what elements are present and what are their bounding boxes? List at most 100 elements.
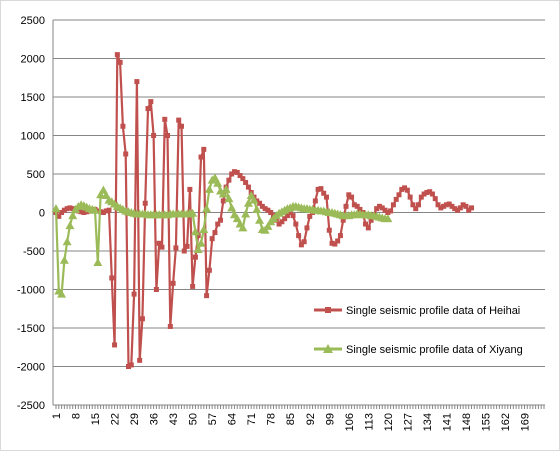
series-1-point-58 [213, 178, 223, 187]
series-0-point-100 [332, 241, 338, 247]
series-0-point-2 [59, 210, 65, 215]
series-0-point-44 [176, 117, 182, 123]
series-0-point-5 [67, 205, 73, 211]
x-tick-label-13: 92 [305, 413, 317, 425]
series-1-point-69 [243, 198, 253, 207]
series-0-point-111 [363, 221, 369, 227]
series-0-point-122 [393, 196, 399, 202]
series-0-point-40 [165, 133, 171, 138]
series-0-point-43 [173, 245, 179, 251]
series-0-point-33 [145, 106, 151, 112]
legend-marker-xiyang [323, 344, 333, 353]
series-1-point-71 [249, 195, 259, 204]
series-0-point-124 [399, 186, 405, 192]
series-0-point-75 [262, 206, 268, 212]
series-0-point-53 [201, 146, 207, 152]
series-0-point-42 [170, 280, 176, 286]
x-tick-label-9: 64 [227, 413, 239, 425]
series-0-point-140 [443, 202, 449, 208]
series-0-point-145 [457, 205, 463, 211]
x-tick-label-1: 8 [71, 413, 83, 419]
legend-label-heihai: Single seismic profile data of Heihai [346, 305, 520, 317]
series-0-point-107 [351, 202, 357, 208]
series-0-point-56 [209, 236, 215, 242]
series-0-point-120 [388, 208, 394, 214]
series-0-point-96 [321, 190, 327, 196]
y-tick-label-4: 500 [27, 169, 45, 181]
x-tick-label-19: 134 [422, 413, 434, 431]
legend-entry-heihai: Single seismic profile data of Heihai [314, 305, 520, 317]
x-tick-label-15: 106 [344, 413, 356, 431]
series-1-point-2 [57, 289, 67, 298]
series-0-point-126 [404, 187, 410, 193]
x-tick-label-20: 141 [441, 413, 453, 431]
series-0-point-35 [151, 133, 157, 138]
series-1-point-3 [59, 255, 69, 264]
y-tick-label-2: 1500 [21, 92, 45, 104]
series-0-point-3 [61, 207, 67, 213]
series-0-point-117 [379, 205, 385, 211]
series-0-point-89 [301, 239, 307, 245]
series-0-point-74 [259, 203, 265, 209]
series-0-point-50 [192, 254, 198, 260]
series-0-point-58 [215, 221, 221, 227]
series-1-point-68 [241, 209, 251, 218]
series-0-point-54 [204, 293, 210, 299]
series-0-point-121 [390, 202, 396, 208]
series-0-point-45 [178, 123, 184, 129]
series-0-point-128 [410, 202, 416, 208]
series-0-point-134 [427, 189, 433, 195]
series-0-point-97 [323, 194, 329, 200]
series-0-point-23 [117, 59, 123, 65]
series-0-point-41 [167, 323, 173, 329]
series-0-point-87 [296, 233, 302, 239]
series-0-point-131 [418, 194, 424, 200]
series-0-point-27 [128, 362, 134, 368]
series-0-point-31 [139, 316, 145, 322]
series-0-point-66 [237, 173, 243, 179]
series-0-point-4 [64, 206, 70, 212]
series-0-point-106 [349, 194, 355, 200]
series-0-point-88 [298, 242, 304, 248]
series-1-point-119 [383, 214, 393, 223]
series-1-point-54 [202, 204, 212, 213]
series-0-point-84 [287, 210, 293, 215]
x-tick-label-7: 50 [188, 413, 200, 425]
series-0-point-18 [103, 208, 109, 214]
x-tick-label-22: 155 [480, 413, 492, 431]
x-tick-label-11: 78 [266, 413, 278, 425]
series-0-point-82 [282, 216, 288, 222]
series-0-point-136 [432, 196, 438, 202]
x-tick-label-23: 162 [500, 413, 512, 431]
series-0-point-123 [396, 192, 402, 198]
series-0-point-138 [438, 205, 444, 211]
series-0-point-125 [402, 185, 408, 191]
series-1-point-5 [65, 221, 75, 230]
series-0-point-9 [78, 209, 84, 215]
series-0-point-29 [134, 79, 140, 85]
series-0-point-142 [449, 203, 455, 209]
series-1-point-72 [252, 204, 262, 213]
series-0-point-64 [231, 169, 237, 175]
series-0-point-1 [56, 213, 62, 219]
x-tick-label-21: 148 [461, 413, 473, 431]
series-0-point-60 [220, 198, 226, 204]
series-1-point-51 [193, 244, 203, 253]
series-layer [51, 52, 474, 369]
series-0-point-76 [265, 207, 271, 213]
series-0-point-46 [181, 248, 187, 254]
x-tick-label-0: 1 [51, 413, 63, 419]
series-0-point-144 [455, 207, 461, 213]
series-0-point-67 [240, 176, 246, 182]
series-0-point-69 [245, 184, 251, 190]
series-0-point-141 [446, 201, 452, 207]
series-0-point-149 [468, 205, 474, 211]
y-tick-label-7: -1000 [17, 285, 45, 297]
series-0-point-19 [106, 207, 112, 213]
series-1-point-76 [263, 221, 273, 230]
series-0-point-94 [315, 186, 321, 192]
series-0-point-118 [382, 207, 388, 213]
x-tick-label-5: 36 [149, 413, 161, 425]
series-0-point-59 [218, 217, 224, 223]
series-0-point-21 [112, 342, 118, 348]
